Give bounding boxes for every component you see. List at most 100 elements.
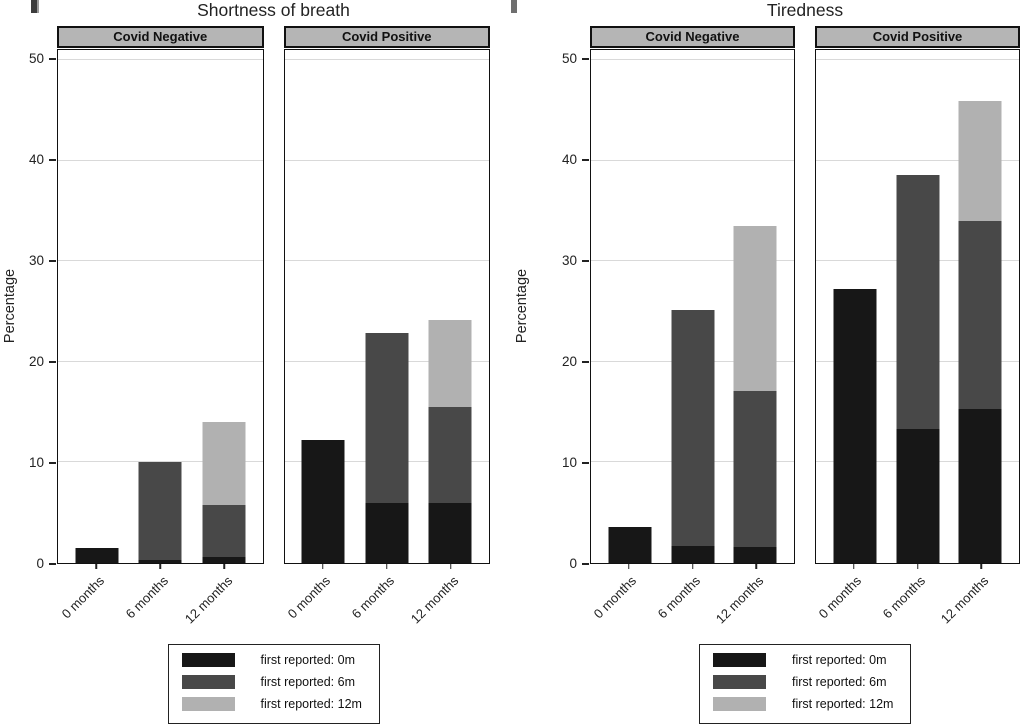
bar-segment xyxy=(958,221,1002,410)
y-tick-label: 50 xyxy=(561,51,577,67)
x-tick-mark xyxy=(450,564,452,569)
figure-shortness-of-breath: Shortness of breath Percentage 0 10 20 30 40… xyxy=(0,0,490,724)
x-tick-label: 0 months xyxy=(284,573,334,622)
y-tick-mark xyxy=(49,58,56,61)
stacked-bar xyxy=(958,50,1002,563)
x-axis-labels: 0 months 6 months 12 months xyxy=(815,564,1020,640)
legend-label: first reported: 12m xyxy=(792,696,894,711)
y-tick-mark xyxy=(582,260,589,263)
y-tick-label: 0 xyxy=(36,556,44,571)
stacked-bar xyxy=(138,50,182,563)
y-tick-mark xyxy=(49,361,56,364)
panel-strip-label: Covid Positive xyxy=(283,26,490,48)
x-axis-labels: 0 months 6 months 12 months xyxy=(284,564,491,640)
bar-segment xyxy=(202,504,246,557)
bar-segment xyxy=(733,226,777,391)
legend-swatch-dark-gray xyxy=(181,674,235,689)
figure-tiredness: Tiredness Percentage 0 10 20 30 40 50 Covid N… xyxy=(512,0,1024,724)
gridline xyxy=(591,59,794,61)
panel-strip-label: Covid Positive xyxy=(815,26,1020,48)
legend-swatch-dark-gray xyxy=(713,674,766,689)
stacked-bar xyxy=(202,50,246,563)
x-tick-mark xyxy=(691,564,694,569)
bar-segment xyxy=(365,502,409,563)
x-axis-labels: 0 months 6 months 12 months xyxy=(590,564,795,640)
x-tick-mark xyxy=(321,564,324,569)
gridline xyxy=(58,159,263,161)
bar-segment xyxy=(428,502,472,563)
stacked-bar xyxy=(896,50,939,563)
panel-covid-negative: Covid Negative 0 months 6 months 12 months xyxy=(590,26,795,640)
panel-strip-label: Covid Negative xyxy=(590,26,795,48)
y-tick-label: 40 xyxy=(561,152,577,168)
crop-artifact-icon xyxy=(31,0,39,13)
stacked-bar xyxy=(301,50,345,563)
legend-label: first reported: 6m xyxy=(260,674,355,689)
bar-segment xyxy=(301,440,345,563)
stacked-bar xyxy=(671,50,714,563)
legend-item: first reported: 6m xyxy=(713,674,910,689)
y-tick-mark xyxy=(49,462,56,465)
x-tick-mark xyxy=(223,564,225,569)
bar-segment xyxy=(365,332,409,503)
legend: first reported: 0m first reported: 6m firs… xyxy=(699,644,911,724)
legend-item: first reported: 6m xyxy=(181,674,379,689)
legend-item: first reported: 0m xyxy=(713,652,910,667)
gridline xyxy=(816,59,1019,61)
x-tick-label: 0 months xyxy=(58,573,107,622)
y-tick-label: 10 xyxy=(561,455,577,471)
y-tick-mark xyxy=(582,563,589,565)
x-tick-label: 0 months xyxy=(816,573,865,622)
bar-segment xyxy=(138,462,182,560)
x-tick-mark xyxy=(853,564,855,569)
panel-covid-negative: Covid Negative 0 months 6 months 12 months xyxy=(57,26,264,640)
bar-segment xyxy=(896,429,939,563)
x-tick-label: 6 months xyxy=(879,573,929,622)
x-axis-labels: 0 months 6 months 12 months xyxy=(57,564,264,640)
chart-title: Tiredness xyxy=(766,0,844,20)
bar-segment xyxy=(75,547,119,563)
x-tick-label: 6 months xyxy=(348,573,398,622)
bar-segment xyxy=(958,409,1002,563)
x-tick-mark xyxy=(159,564,161,569)
bar-segment xyxy=(671,309,714,546)
bar-segment xyxy=(896,174,939,430)
y-axis: 0 10 20 30 40 50 xyxy=(0,49,57,571)
legend-item: first reported: 0m xyxy=(181,652,379,667)
y-tick-label: 20 xyxy=(28,354,44,370)
legend-label: first reported: 6m xyxy=(792,674,887,689)
bar-segment xyxy=(202,556,246,563)
y-tick-label: 0 xyxy=(569,556,577,571)
chart-title: Shortness of breath xyxy=(197,0,350,20)
gridline xyxy=(58,59,263,61)
bar-segment xyxy=(428,319,472,408)
plot-area xyxy=(815,49,1020,564)
y-tick-label: 40 xyxy=(28,152,44,168)
legend-container: first reported: 0m first reported: 6m firs… xyxy=(512,644,1024,724)
y-tick-mark xyxy=(582,58,589,61)
y-axis: 0 10 20 30 40 50 xyxy=(512,49,590,571)
panel-group: Covid Negative 0 months 6 months 12 months C… xyxy=(57,26,490,640)
x-tick-mark xyxy=(386,564,388,569)
legend-swatch-black xyxy=(713,652,766,667)
x-tick-label: 12 months xyxy=(181,573,235,627)
x-tick-mark xyxy=(95,564,97,569)
plot-area xyxy=(283,49,490,564)
gridline xyxy=(284,260,489,262)
x-tick-mark xyxy=(980,564,982,569)
x-tick-mark xyxy=(628,564,630,569)
bar-segment xyxy=(958,101,1002,222)
y-tick-label: 10 xyxy=(28,455,44,471)
legend-swatch-light-gray xyxy=(181,696,235,711)
panel-covid-positive: Covid Positive 0 months 6 months 12 months xyxy=(283,26,491,640)
legend-label: first reported: 0m xyxy=(792,652,887,667)
y-tick-mark xyxy=(49,260,56,263)
crop-artifact-icon xyxy=(511,0,517,13)
bar-segment xyxy=(608,526,652,563)
stacked-bar xyxy=(75,50,119,563)
x-tick-label: 12 months xyxy=(938,573,992,627)
bar-segment xyxy=(733,391,777,547)
gridline xyxy=(591,260,794,262)
stacked-bar xyxy=(833,50,877,563)
